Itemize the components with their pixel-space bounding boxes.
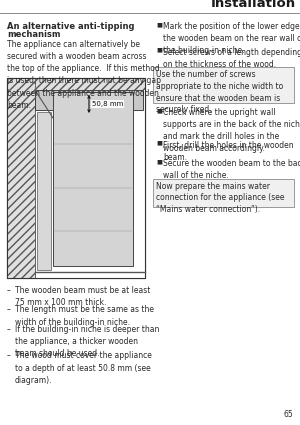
Text: ■: ■ [156,141,162,146]
Text: 50,8 mm: 50,8 mm [92,101,123,107]
Bar [7,78,145,278]
Text: Now prepare the mains water
connection for the appliance (see
“Mains water conne: Now prepare the mains water connection f… [156,181,284,214]
Text: Mark the position of the lower edge of
the wooden beam on the rear wall of
the b: Mark the position of the lower edge of t… [163,22,300,55]
Bar [153,178,294,207]
Bar [35,90,145,278]
Bar [53,92,133,266]
Text: The length must be the same as the
width of the building-in niche.: The length must be the same as the width… [15,306,154,326]
Text: Secure the wooden beam to the back
wall of the niche.: Secure the wooden beam to the back wall … [163,159,300,180]
Text: –: – [7,351,11,360]
Text: –: – [7,325,11,334]
Text: Check where the upright wall
supports are in the back of the niche,
and mark the: Check where the upright wall supports ar… [163,108,300,153]
Text: mechanism: mechanism [7,30,61,39]
Text: ■: ■ [156,48,162,53]
Text: Use the number of screws
appropriate to the niche width to
ensure that the woode: Use the number of screws appropriate to … [156,70,283,114]
Text: If the building-in niche is deeper than
the appliance, a thicker wooden
beam sho: If the building-in niche is deeper than … [15,325,159,358]
Text: The wood must cover the appliance
to a depth of at least 50.8 mm (see
diagram).: The wood must cover the appliance to a d… [15,351,152,385]
Text: The appliance can alternatively be
secured with a wooden beam across
the top of : The appliance can alternatively be secur… [7,40,161,110]
Text: ■: ■ [156,108,162,113]
Text: The wooden beam must be at least
75 mm x 100 mm thick.: The wooden beam must be at least 75 mm x… [15,286,150,307]
Bar [35,78,145,90]
Bar [7,78,35,278]
Text: –: – [7,306,11,314]
Bar [153,67,294,103]
Text: An alternative anti-tipping: An alternative anti-tipping [7,22,134,31]
Text: First, drill the holes in the wooden
beam.: First, drill the holes in the wooden bea… [163,141,294,162]
Bar [37,112,51,270]
Bar [7,78,145,278]
Text: Select screws of a length depending
on the thickness of the wood.: Select screws of a length depending on t… [163,48,300,69]
Text: ■: ■ [156,22,162,27]
Bar [35,90,143,110]
Text: –: – [7,286,11,295]
Text: ■: ■ [156,159,162,164]
Text: Installation: Installation [211,0,296,10]
Text: 65: 65 [283,410,293,419]
